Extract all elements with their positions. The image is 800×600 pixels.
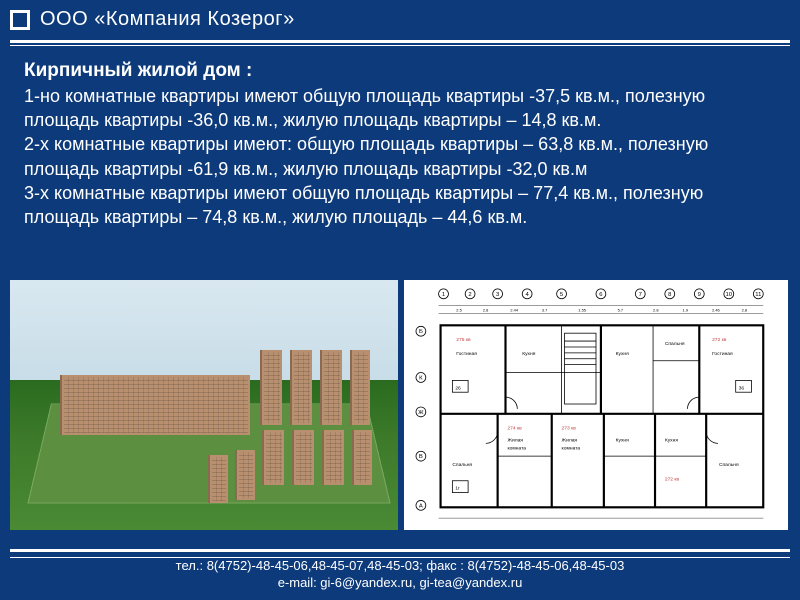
svg-text:10: 10	[726, 292, 733, 298]
floor-plan-svg: 1 2 3 4 5 6 7 8 9 10 11 2.5 2.8 2.44	[408, 284, 784, 526]
svg-text:В: В	[419, 454, 423, 460]
svg-text:5: 5	[560, 292, 564, 298]
svg-text:5.7: 5.7	[618, 308, 623, 313]
slide-header: ООО «Компания Козерог»	[0, 0, 800, 35]
floor-plan-image: 1 2 3 4 5 6 7 8 9 10 11 2.5 2.8 2.44	[404, 280, 788, 530]
render-building	[290, 350, 312, 425]
svg-text:Гостиная: Гостиная	[456, 351, 477, 357]
svg-text:комната: комната	[507, 446, 526, 451]
svg-text:Спальня: Спальня	[452, 462, 472, 468]
render-building	[208, 455, 228, 503]
svg-text:11: 11	[755, 292, 761, 298]
apartment-2-text: 2-х комнатные квартиры имеют: общую площ…	[24, 132, 776, 181]
footer-phone: тел.: 8(4752)-48-45-06,48-45-07,48-45-03…	[0, 557, 800, 575]
slide-footer: тел.: 8(4752)-48-45-06,48-45-07,48-45-03…	[0, 557, 800, 592]
render-building	[260, 350, 282, 425]
render-building	[350, 350, 370, 425]
svg-text:Спальня: Спальня	[665, 341, 685, 347]
svg-text:1: 1	[442, 292, 445, 298]
svg-text:1.9: 1.9	[683, 308, 688, 313]
svg-text:275 кв: 275 кв	[456, 337, 471, 343]
svg-text:Б: Б	[419, 329, 423, 335]
apartment-3-text: 3-х комнатные квартиры имеют общую площа…	[24, 181, 776, 230]
svg-text:272 кв: 272 кв	[712, 337, 727, 343]
svg-text:272 кв: 272 кв	[665, 477, 680, 483]
svg-text:2.8: 2.8	[483, 308, 489, 313]
company-title: ООО «Компания Козерог»	[40, 8, 295, 31]
svg-text:Гостиная: Гостиная	[712, 351, 733, 357]
svg-text:2.8: 2.8	[653, 308, 659, 313]
svg-text:Кухня: Кухня	[616, 437, 629, 443]
svg-text:Спальня: Спальня	[719, 462, 739, 468]
building-render-image	[10, 280, 398, 530]
presentation-slide: ООО «Компания Козерог» Кирпичный жилой д…	[0, 0, 800, 600]
svg-text:А: А	[419, 503, 423, 509]
svg-text:273 кв: 273 кв	[562, 426, 577, 432]
svg-text:36: 36	[739, 385, 745, 391]
svg-text:Жилая: Жилая	[507, 437, 523, 443]
svg-text:комната: комната	[562, 446, 581, 451]
images-row: 1 2 3 4 5 6 7 8 9 10 11 2.5 2.8 2.44	[10, 280, 788, 530]
svg-text:Кухня: Кухня	[616, 351, 629, 357]
footer-rule-thick	[10, 549, 790, 552]
plan-axis-top: 1 2 3 4 5 6 7 8 9 10 11	[439, 289, 764, 299]
apartment-1-text: 1-но комнатные квартиры имеют общую площ…	[24, 84, 776, 133]
render-building	[322, 430, 344, 485]
svg-text:Жилая: Жилая	[562, 437, 578, 443]
plan-axis-left: Б К Ж В А	[416, 326, 426, 510]
svg-text:Кухня: Кухня	[522, 351, 535, 357]
svg-text:26: 26	[455, 385, 461, 391]
subtitle: Кирпичный жилой дом :	[24, 58, 776, 84]
svg-text:3.7: 3.7	[542, 308, 547, 313]
slide-body: Кирпичный жилой дом : 1-но комнатные ква…	[24, 58, 776, 229]
header-bullet-icon	[10, 10, 30, 30]
svg-text:9: 9	[698, 292, 701, 298]
svg-text:2.5: 2.5	[456, 308, 462, 313]
render-building	[292, 430, 314, 485]
svg-text:6: 6	[599, 292, 603, 298]
svg-text:1г: 1г	[455, 486, 460, 492]
svg-text:К: К	[419, 375, 423, 381]
header-rule-thick	[10, 40, 790, 43]
render-building	[235, 450, 255, 500]
svg-text:8: 8	[668, 292, 672, 298]
render-building	[352, 430, 372, 485]
svg-text:3: 3	[496, 292, 500, 298]
render-building	[262, 430, 284, 485]
svg-text:1.55: 1.55	[578, 308, 586, 313]
svg-text:274 кв: 274 кв	[507, 426, 522, 432]
svg-text:2.44: 2.44	[510, 308, 518, 313]
svg-text:7: 7	[639, 292, 642, 298]
header-rule-thin	[10, 45, 790, 46]
svg-text:4: 4	[525, 292, 529, 298]
render-building	[320, 350, 342, 425]
svg-text:2: 2	[468, 292, 471, 298]
svg-text:Кухня: Кухня	[665, 437, 678, 443]
svg-text:Ж: Ж	[418, 410, 424, 416]
svg-text:2.8: 2.8	[742, 308, 748, 313]
render-building	[60, 375, 250, 435]
svg-text:2.46: 2.46	[712, 308, 720, 313]
footer-email: e-mail: gi-6@yandex.ru, gi-tea@yandex.ru	[0, 574, 800, 592]
